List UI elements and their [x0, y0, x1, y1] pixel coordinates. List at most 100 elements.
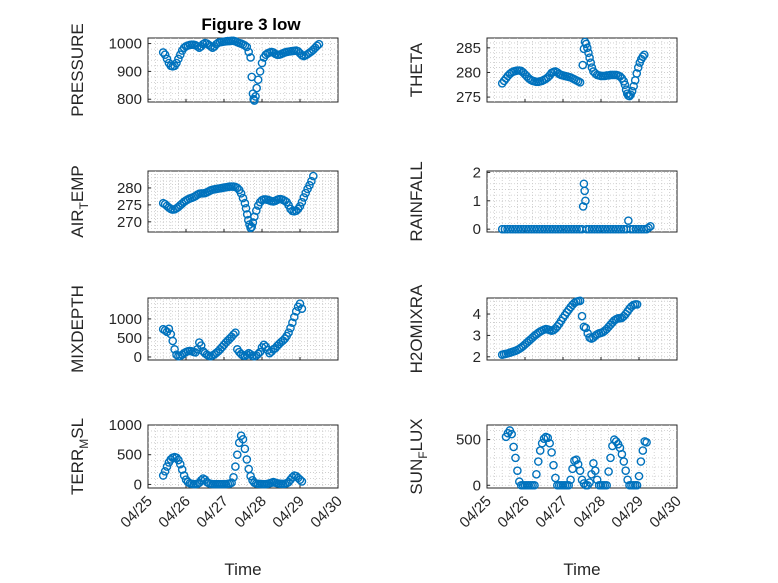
axes-frame — [486, 37, 678, 103]
y-tick-label: 4 — [473, 306, 481, 323]
data-point — [511, 224, 520, 234]
data-point — [592, 224, 602, 234]
y-tick-label: 900 — [117, 63, 142, 80]
data-point — [240, 198, 250, 208]
data-point — [566, 475, 575, 485]
data-point — [174, 54, 183, 64]
data-point — [585, 478, 594, 487]
data-point — [621, 466, 631, 475]
data-point — [532, 224, 542, 234]
data-point — [297, 477, 307, 486]
data-point — [644, 223, 653, 233]
y-tick-label: 1 — [473, 193, 481, 210]
data-point — [229, 330, 238, 339]
data-point — [511, 453, 520, 463]
data-point — [629, 224, 638, 234]
y-tick-label: 2 — [473, 349, 481, 366]
data-point — [530, 480, 539, 490]
data-point — [238, 434, 248, 444]
data-point — [642, 438, 651, 447]
data-point — [172, 58, 181, 68]
data-point — [505, 224, 515, 234]
data-point — [242, 42, 252, 52]
data-point — [582, 224, 591, 234]
data-point — [626, 224, 635, 234]
subplot-rainfall: 0 1 2 RAINFALL — [407, 161, 678, 242]
data-point — [638, 446, 648, 455]
data-point — [160, 467, 170, 476]
data-point — [590, 224, 599, 234]
data-point — [598, 224, 607, 234]
data-point — [240, 444, 250, 454]
data-point — [567, 224, 576, 234]
data-point — [242, 210, 252, 219]
y-tick-label: 0 — [134, 349, 142, 366]
data-point — [602, 480, 612, 490]
data-point — [286, 323, 295, 333]
data-point — [231, 328, 240, 337]
data-point — [196, 475, 206, 485]
data-point — [158, 48, 168, 57]
data-point — [164, 324, 174, 334]
data-point — [308, 171, 318, 181]
data-point — [175, 50, 185, 59]
data-point — [232, 450, 242, 460]
data-point — [175, 459, 185, 469]
y-tick-label: 0 — [473, 221, 481, 238]
y-axis-label: SUNFLUX — [407, 418, 430, 494]
data-point — [295, 299, 305, 309]
y-tick-label: 3 — [473, 327, 481, 344]
data-point — [519, 224, 528, 234]
y-tick-label: 500 — [456, 432, 481, 449]
y-tick-label: 280 — [456, 64, 481, 81]
data-point — [231, 462, 240, 471]
data-point — [241, 203, 251, 213]
data-point — [288, 473, 297, 482]
y-tick-label: 275 — [456, 89, 481, 106]
data-point — [564, 224, 574, 234]
data-point — [646, 222, 655, 231]
data-point — [240, 41, 250, 50]
data-point — [252, 83, 261, 93]
data-point — [581, 196, 590, 206]
data-point — [160, 50, 170, 59]
data-point — [620, 80, 630, 90]
data-point — [581, 323, 591, 333]
data-point — [587, 224, 597, 234]
data-point — [295, 201, 305, 211]
data-point — [513, 224, 523, 234]
data-point — [246, 223, 255, 233]
data-point — [575, 466, 585, 475]
data-point — [513, 466, 522, 475]
data-point — [551, 224, 560, 234]
data-point — [614, 224, 623, 234]
data-point — [196, 341, 206, 350]
data-point — [568, 464, 577, 474]
y-tick-label: 275 — [117, 197, 142, 214]
data-point — [595, 224, 605, 234]
data-point — [581, 39, 591, 49]
y-axis-label: PRESSURE — [68, 23, 87, 117]
y-tick-label: 270 — [117, 214, 142, 231]
data-point — [168, 336, 177, 346]
data-point — [257, 58, 267, 68]
data-point — [624, 216, 633, 225]
data-point — [636, 457, 646, 466]
data-point — [508, 224, 518, 234]
data-point — [284, 328, 293, 337]
data-point — [559, 224, 568, 234]
data-point — [529, 224, 539, 234]
data-point — [179, 471, 189, 480]
subplot-h2omixra: 2 3 4 H2OMIXRA — [407, 284, 678, 373]
data-point — [227, 478, 236, 487]
y-axis-label: AIRTEMP — [68, 165, 91, 238]
data-point — [509, 442, 518, 452]
data-point — [575, 78, 585, 87]
data-point — [561, 224, 571, 234]
data-point — [583, 43, 592, 53]
data-point — [580, 186, 589, 196]
data-point — [569, 224, 579, 234]
data-point — [578, 60, 588, 70]
y-tick-label: 2 — [473, 164, 481, 181]
